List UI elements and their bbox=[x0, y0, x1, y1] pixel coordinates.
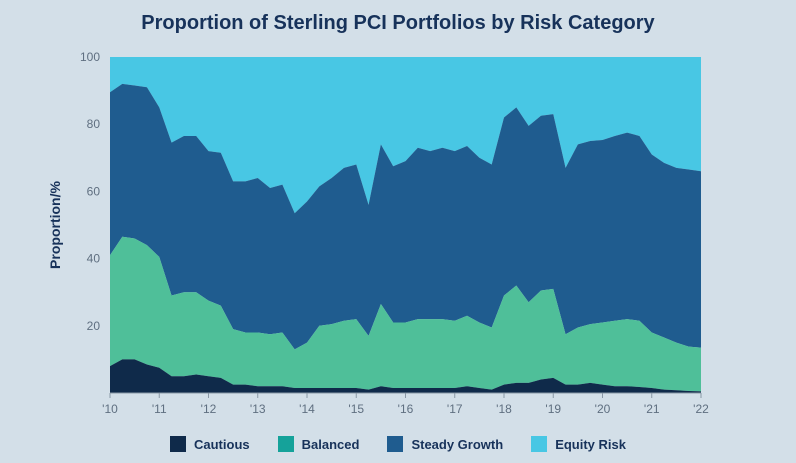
x-tick-label: '17 bbox=[447, 402, 463, 416]
area-cautious bbox=[110, 359, 701, 393]
x-tick-label: '22 bbox=[693, 402, 709, 416]
legend-label: Steady Growth bbox=[411, 436, 504, 452]
legend-swatch bbox=[387, 436, 404, 452]
legend-swatch bbox=[170, 436, 186, 452]
x-tick-label: '13 bbox=[250, 402, 266, 416]
area-equity-risk bbox=[110, 57, 701, 214]
x-axis-ticks: '10 '11 '12 '13 '14 '15 '16 '17 '18 '19 '20 '21 '22 bbox=[102, 393, 709, 416]
chart-title: Proportion of Sterling PCI Portfolios by… bbox=[141, 12, 655, 34]
legend-label: Cautious bbox=[194, 436, 250, 452]
y-tick-label: 100 bbox=[80, 50, 100, 64]
y-tick-label: 20 bbox=[87, 319, 101, 333]
x-tick-label: '15 bbox=[348, 402, 364, 416]
x-tick-label: '10 bbox=[102, 402, 118, 416]
y-axis-title: Proportion/% bbox=[47, 181, 63, 269]
legend-label: Balanced bbox=[301, 436, 360, 452]
legend-item-cautious: Cautious bbox=[170, 436, 250, 452]
legend-item-steady-growth: Steady Growth bbox=[387, 436, 503, 452]
x-tick-label: '19 bbox=[545, 402, 561, 416]
x-tick-label: '18 bbox=[496, 402, 512, 416]
y-tick-label: 40 bbox=[87, 252, 101, 266]
legend-item-equity-risk: Equity Risk bbox=[531, 436, 626, 452]
legend-swatch bbox=[531, 436, 548, 452]
area-steady-growth bbox=[110, 83, 701, 350]
y-axis-ticks: 20 40 60 80 100 bbox=[80, 50, 100, 333]
legend-item-balanced: Balanced bbox=[277, 436, 360, 452]
x-tick-label: '20 bbox=[595, 402, 611, 416]
area-layers bbox=[110, 57, 701, 394]
y-tick-label: 60 bbox=[87, 184, 101, 198]
area-balanced bbox=[110, 236, 701, 392]
x-tick-label: '11 bbox=[152, 402, 167, 416]
y-tick-label: 80 bbox=[87, 117, 101, 131]
legend-label: Equity Risk bbox=[555, 436, 626, 452]
x-tick-label: '21 bbox=[644, 402, 660, 416]
legend: Cautious Balanced Steady Growth Equity Risk bbox=[0, 436, 796, 452]
x-tick-label: '14 bbox=[299, 402, 315, 416]
x-tick-label: '12 bbox=[201, 402, 217, 416]
x-tick-label: '16 bbox=[398, 402, 414, 416]
legend-swatch bbox=[277, 436, 294, 452]
